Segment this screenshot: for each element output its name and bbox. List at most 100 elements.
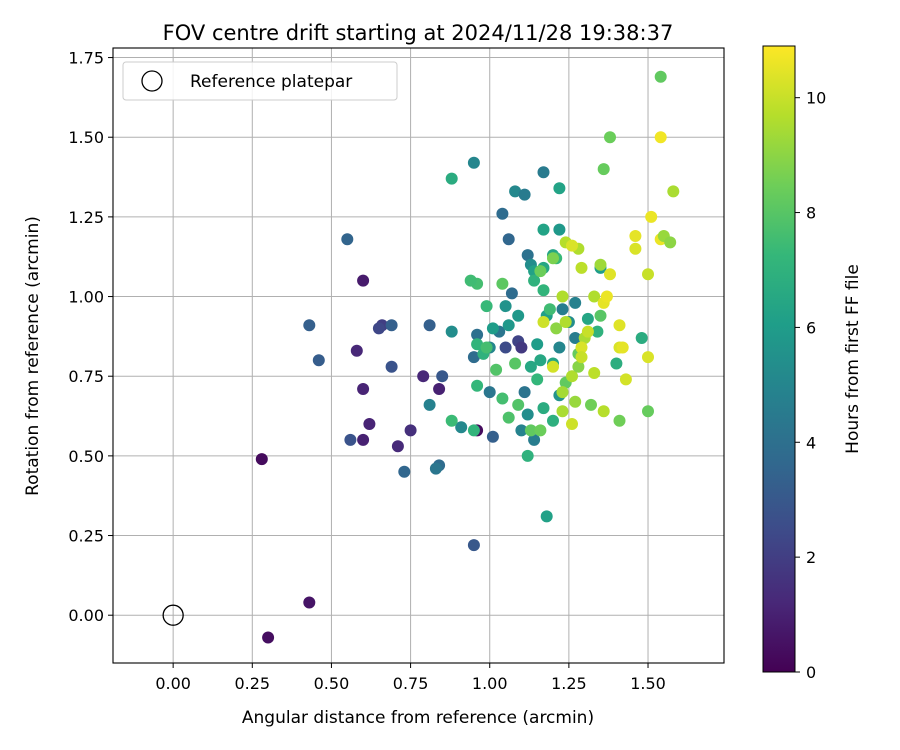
scatter-point bbox=[499, 300, 512, 313]
colorbar-tick-label: 0 bbox=[806, 663, 816, 682]
scatter-point bbox=[357, 274, 370, 287]
scatter-point bbox=[597, 163, 610, 176]
scatter-point bbox=[534, 265, 547, 278]
scatter-point bbox=[486, 322, 499, 335]
scatter-point bbox=[518, 188, 531, 201]
scatter-point bbox=[404, 424, 417, 437]
scatter-point bbox=[363, 418, 376, 430]
scatter-point bbox=[490, 363, 503, 376]
scatter-point bbox=[467, 351, 480, 364]
y-tick-label: 1.50 bbox=[68, 128, 104, 147]
scatter-point bbox=[512, 398, 525, 411]
scatter-point bbox=[556, 303, 569, 316]
scatter-point bbox=[357, 383, 370, 395]
scatter-point bbox=[385, 360, 398, 373]
scatter-point bbox=[588, 367, 601, 379]
y-tick-label: 1.75 bbox=[68, 49, 104, 68]
scatter-point bbox=[575, 351, 588, 364]
plot-frame bbox=[112, 47, 725, 664]
scatter-point bbox=[540, 510, 553, 523]
x-tick-label: 0.50 bbox=[314, 674, 350, 693]
scatter-point bbox=[553, 182, 566, 195]
scatter-point bbox=[566, 239, 578, 252]
scatter-point bbox=[654, 70, 667, 83]
scatter-point bbox=[528, 274, 541, 287]
scatter-point bbox=[417, 370, 430, 383]
scatter-point bbox=[594, 309, 607, 322]
scatter-point bbox=[509, 357, 522, 370]
y-tick-label: 1.00 bbox=[68, 288, 104, 307]
colorbar-tick-label: 8 bbox=[806, 204, 816, 223]
scatter-point bbox=[547, 414, 559, 427]
scatter-point bbox=[629, 242, 642, 255]
colorbar bbox=[762, 45, 796, 673]
scatter-point bbox=[515, 341, 528, 354]
scatter-point bbox=[531, 338, 544, 351]
scatter-point bbox=[534, 424, 547, 437]
scatter-point bbox=[445, 172, 458, 185]
scatter-point bbox=[537, 166, 550, 179]
scatter-point bbox=[423, 398, 436, 411]
scatter-point bbox=[566, 370, 578, 383]
scatter-point bbox=[483, 386, 496, 399]
scatter-point bbox=[556, 290, 569, 303]
scatter-point bbox=[556, 405, 569, 418]
scatter-point bbox=[486, 430, 499, 443]
scatter-point bbox=[255, 453, 268, 466]
scatter-point bbox=[502, 233, 515, 246]
scatter-point bbox=[556, 386, 569, 399]
scatter-point bbox=[445, 325, 458, 338]
scatter-point bbox=[480, 341, 493, 354]
scatter-point bbox=[597, 405, 610, 418]
scatter-point bbox=[521, 408, 534, 421]
scatter-point bbox=[423, 319, 436, 332]
scatter-point bbox=[619, 373, 632, 386]
y-axis-ticks: 0.00 0.25 0.50 0.75 1.00 1.25 1.50 1.75 bbox=[68, 49, 113, 625]
scatter-point bbox=[505, 287, 518, 300]
scatter-point bbox=[581, 325, 594, 338]
x-tick-label: 1.00 bbox=[472, 674, 508, 693]
scatter-point bbox=[496, 392, 509, 405]
scatter-point bbox=[496, 277, 509, 290]
scatter-point bbox=[471, 328, 484, 341]
colorbar-tick-label: 4 bbox=[806, 433, 816, 452]
scatter-point bbox=[547, 252, 559, 265]
scatter-point bbox=[629, 230, 642, 242]
scatter-point bbox=[436, 370, 449, 383]
scatter-point bbox=[515, 424, 528, 437]
scatter-point bbox=[357, 433, 370, 446]
scatter-point bbox=[547, 360, 559, 373]
y-tick-label: 1.25 bbox=[68, 208, 104, 227]
scatter-point bbox=[569, 332, 582, 344]
y-tick-label: 0.50 bbox=[68, 447, 104, 466]
x-tick-label: 0.75 bbox=[393, 674, 429, 693]
legend-label: Reference platepar bbox=[190, 72, 352, 92]
y-tick-label: 0.25 bbox=[68, 527, 104, 546]
colorbar-ticks: 0 2 4 6 8 10 bbox=[795, 89, 826, 682]
scatter-point bbox=[610, 357, 623, 370]
colorbar-label: Hours from first FF file bbox=[843, 264, 863, 454]
chart-title: FOV centre drift starting at 2024/11/28 … bbox=[163, 21, 674, 45]
scatter-point bbox=[537, 316, 550, 328]
x-tick-label: 0.25 bbox=[234, 674, 270, 693]
scatter-point bbox=[613, 319, 626, 332]
scatter-point bbox=[524, 424, 537, 437]
y-axis-label: Rotation from reference (arcmin) bbox=[23, 216, 43, 496]
scatter-point bbox=[613, 414, 626, 427]
scatter-point bbox=[262, 631, 275, 644]
scatter-point bbox=[642, 268, 654, 281]
y-tick-label: 0.75 bbox=[68, 367, 104, 386]
scatter-point bbox=[512, 309, 525, 322]
scatter-point bbox=[600, 290, 613, 303]
x-axis-ticks: 0.00 0.25 0.50 0.75 1.00 1.25 1.50 bbox=[155, 663, 666, 693]
scatter-point bbox=[398, 465, 411, 478]
scatter-point bbox=[575, 341, 588, 354]
scatter-point bbox=[521, 249, 534, 262]
scatter-point bbox=[372, 322, 385, 335]
scatter-point bbox=[572, 360, 585, 373]
scatter-point bbox=[433, 383, 446, 395]
scatter-point bbox=[467, 156, 480, 169]
scatter-point bbox=[553, 223, 566, 236]
scatter-point bbox=[531, 373, 544, 386]
scatter-point bbox=[429, 462, 442, 475]
